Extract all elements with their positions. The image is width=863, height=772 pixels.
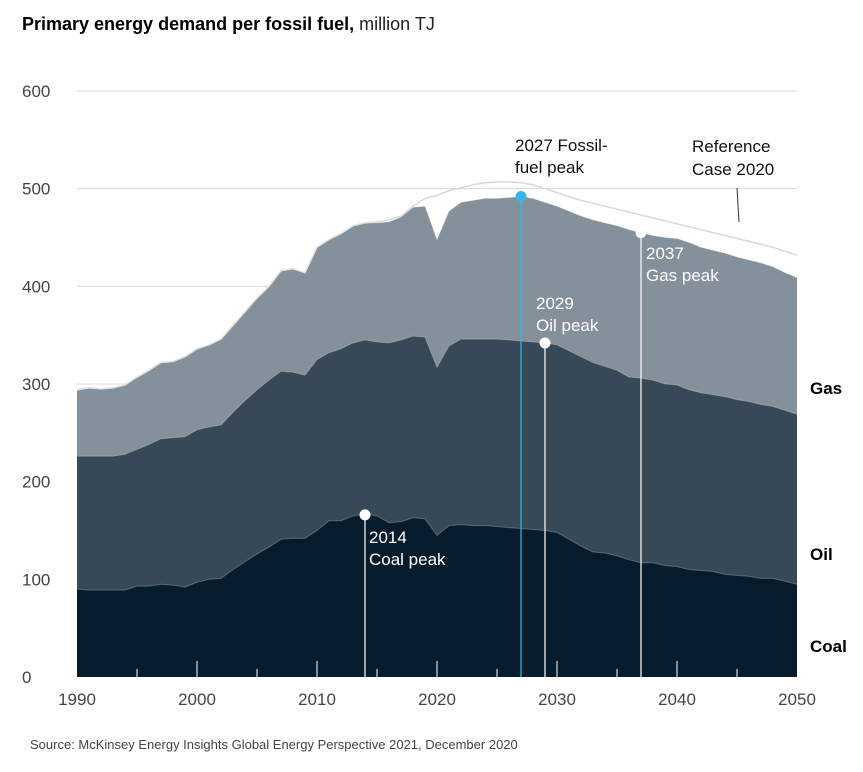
y-tick-label: 400 [22, 277, 50, 296]
reference-leader-line [736, 187, 740, 223]
reference-case-label: Reference [692, 137, 770, 156]
y-tick-label: 600 [22, 82, 50, 101]
x-tick-label: 2040 [658, 690, 696, 709]
source-note: Source: McKinsey Energy Insights Global … [30, 737, 518, 752]
area-coal [77, 513, 797, 677]
x-tick-label: 2000 [178, 690, 216, 709]
y-tick-label: 300 [22, 375, 50, 394]
peak-marker-oil [539, 337, 551, 349]
peak-marker-fossil [515, 190, 527, 202]
series-boundary-gas [76, 195, 798, 391]
peak-label-oil: 2029 [536, 294, 574, 313]
y-tick-label: 100 [22, 570, 50, 589]
peak-label-coal: Coal peak [369, 550, 446, 569]
peak-label-gas: Gas peak [646, 266, 719, 285]
x-tick-label: 2020 [418, 690, 456, 709]
peak-label-gas: 2037 [646, 244, 684, 263]
series-label-oil: Oil [810, 545, 833, 564]
x-tick-label: 2010 [298, 690, 336, 709]
peak-label-oil: Oil peak [536, 316, 599, 335]
chart-title: Primary energy demand per fossil fuel, m… [22, 14, 435, 35]
y-tick-label: 0 [22, 668, 31, 687]
peak-marker-gas [635, 227, 647, 239]
chart-title-main: Primary energy demand per fossil fuel, [22, 14, 355, 34]
x-tick-label: 2030 [538, 690, 576, 709]
peak-marker-coal [359, 509, 371, 521]
x-tick-label: 1990 [58, 690, 96, 709]
peak-label-fossil: fuel peak [515, 158, 584, 177]
reference-case-label: Case 2020 [692, 160, 774, 179]
chart-title-unit: million TJ [359, 14, 435, 34]
peak-label-coal: 2014 [369, 528, 407, 547]
series-label-gas: Gas [810, 379, 842, 398]
series-boundary-oil [77, 335, 798, 457]
series-boundary-coal [76, 513, 798, 591]
reference-case-line [76, 181, 798, 391]
energy-demand-chart: 0 100 200 300 400 500 600 1990 2000 2010 2020 2030 2… [22, 82, 847, 709]
series-label-coal: Coal [810, 637, 847, 656]
x-tick-label: 2050 [778, 690, 816, 709]
y-tick-label: 500 [22, 180, 50, 199]
peak-label-fossil: 2027 Fossil- [515, 136, 608, 155]
y-tick-label: 200 [22, 473, 50, 492]
